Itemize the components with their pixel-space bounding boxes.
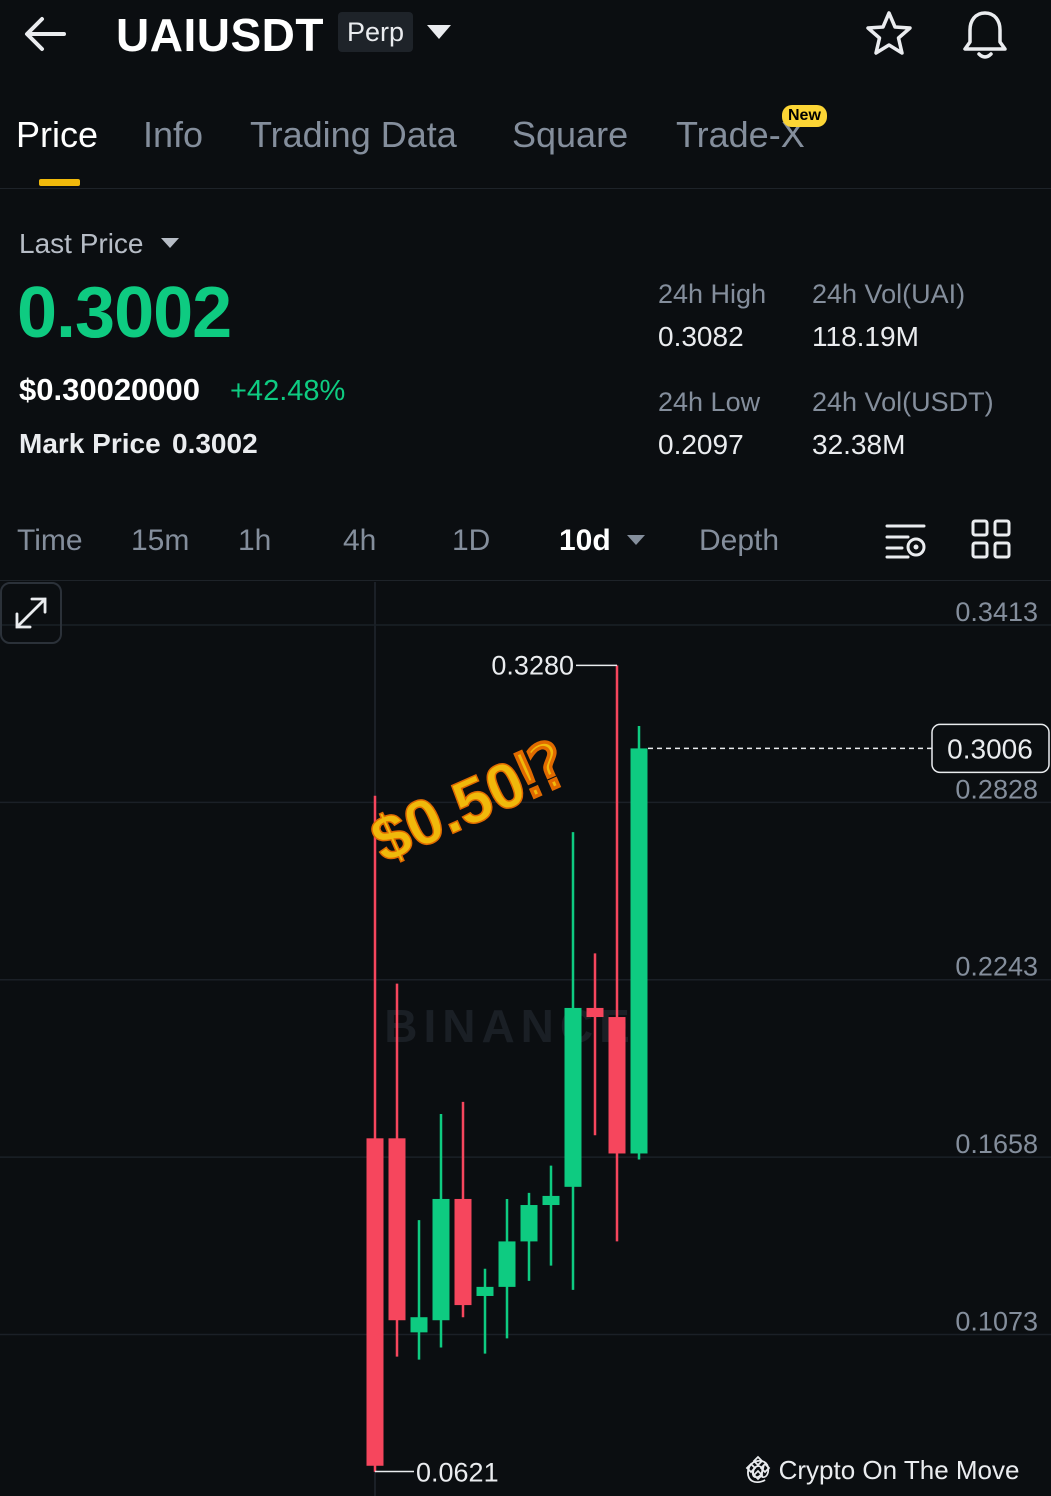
symbol-title[interactable]: UAIUSDT (116, 9, 324, 61)
interval-10d[interactable]: 10d (559, 524, 611, 557)
high-24h-label: 24h High (658, 279, 767, 309)
candle-body (520, 1205, 538, 1242)
caret-down-icon[interactable] (160, 236, 180, 250)
price-target-overlay: $0.50⁉ (360, 727, 578, 877)
high-24h-value: 0.3082 (658, 321, 744, 352)
candle-body (542, 1195, 560, 1206)
candle-body (410, 1317, 428, 1333)
candle-body (498, 1241, 516, 1287)
vol-quote-24h-value: 32.38M (812, 429, 906, 460)
active-tab-indicator (39, 179, 80, 186)
interval-depth[interactable]: Depth (699, 524, 780, 557)
high-marker-label: 0.3280 (491, 650, 574, 680)
price-change-percent: +42.48% (230, 375, 346, 407)
interval-4h[interactable]: 4h (343, 524, 377, 557)
candle-body (388, 1138, 406, 1321)
layout-grid-icon[interactable] (970, 518, 1012, 560)
credit-watermark: @ Crypto On The Move (745, 1455, 1019, 1486)
interval-time[interactable]: Time (17, 524, 83, 557)
vol-base-24h-label: 24h Vol(UAI) (812, 279, 966, 309)
candle-body (608, 1017, 626, 1154)
interval-15m[interactable]: 15m (131, 524, 190, 557)
bell-icon[interactable] (960, 7, 1010, 61)
chart-canvas[interactable]: 0.3413 0.2828 0.2243 0.1658 0.1073 BINANCE 0… (0, 582, 1051, 1496)
candlestick-chart[interactable]: 0.3413 0.2828 0.2243 0.1658 0.1073 BINANCE 0… (0, 582, 1051, 1496)
candle-body (630, 748, 648, 1154)
current-price-box (931, 723, 1050, 774)
candle-body (366, 1138, 384, 1466)
contract-type-badge[interactable]: Perp (338, 12, 414, 52)
credit-text: @ Crypto On The Move (745, 1455, 1020, 1485)
caret-down-icon[interactable] (626, 533, 646, 547)
low-24h-value: 0.2097 (658, 429, 744, 460)
tab-info[interactable]: Info (143, 114, 204, 155)
mark-price-label: Mark Price (19, 428, 161, 459)
usd-price-value: $0.30020000 (19, 372, 201, 407)
candle-body (476, 1286, 494, 1296)
low-24h-label: 24h Low (658, 387, 761, 417)
y-axis-tick-label: 0.1073 (955, 1306, 1038, 1336)
caret-down-icon[interactable] (425, 22, 453, 42)
vol-base-24h-value: 118.19M (812, 321, 919, 352)
new-badge: New (782, 105, 827, 127)
interval-bar: Time 15m 1h 4h 1D 10d Depth (0, 500, 1051, 581)
interval-1d[interactable]: 1D (452, 524, 491, 557)
low-marker-label: 0.0621 (416, 1458, 499, 1488)
y-axis-tick-label: 0.2828 (955, 774, 1038, 804)
y-axis-tick-label: 0.2243 (955, 952, 1038, 982)
y-axis-tick-label: 0.1658 (955, 1129, 1038, 1159)
candle-body (586, 1007, 604, 1018)
mark-price-value: 0.3002 (172, 428, 258, 459)
arrow-left-icon[interactable] (20, 12, 70, 56)
binance-logo-icon (745, 1455, 771, 1481)
tab-square[interactable]: Square (512, 114, 629, 155)
candle-body (432, 1198, 450, 1321)
chart-settings-icon[interactable] (884, 520, 928, 560)
candle-body (454, 1198, 472, 1306)
top-bar: UAIUSDT Perp (0, 0, 1051, 80)
main-tabs: Price Info Trading Data Square Trade-X (0, 100, 1051, 189)
interval-1h[interactable]: 1h (238, 524, 272, 557)
star-icon[interactable] (864, 9, 914, 59)
last-price-label[interactable]: Last Price (19, 228, 144, 259)
y-axis-tick-label: 0.3413 (955, 597, 1038, 627)
candle-body (564, 1007, 582, 1187)
tab-price[interactable]: Price (16, 114, 99, 155)
expand-icon[interactable] (0, 582, 62, 644)
current-price-label: 0.3006 (947, 733, 1033, 764)
tab-trading-data[interactable]: Trading Data (250, 114, 457, 155)
chart-watermark: BINANCE (384, 1000, 636, 1052)
last-price-value: 0.3002 (17, 273, 232, 353)
vol-quote-24h-label: 24h Vol(USDT) (812, 387, 994, 417)
